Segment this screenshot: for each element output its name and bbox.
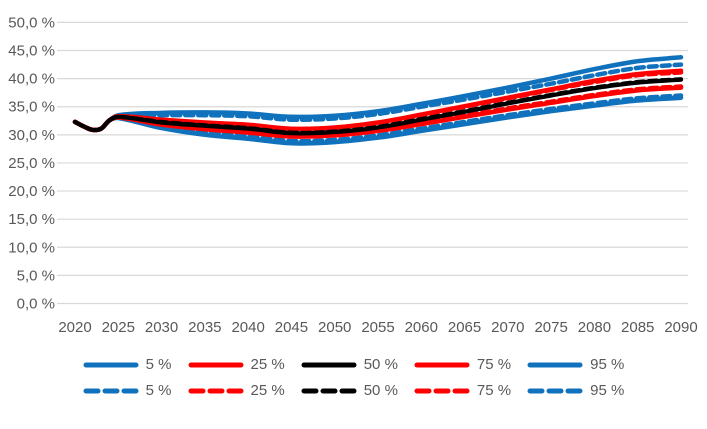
legend-label: 5 % bbox=[145, 382, 172, 399]
y-axis-tick-label: 45,0 % bbox=[8, 43, 55, 60]
x-axis-tick-label: 2020 bbox=[58, 319, 91, 336]
y-axis-tick-label: 5,0 % bbox=[17, 267, 55, 284]
x-axis-tick-label: 2050 bbox=[318, 319, 351, 336]
x-axis-tick-label: 2035 bbox=[188, 319, 221, 336]
x-axis-tick-label: 2055 bbox=[361, 319, 394, 336]
legend-solid-line-swatch bbox=[301, 362, 357, 367]
legend-solid-line-swatch bbox=[188, 362, 244, 367]
legend-label: 25 % bbox=[250, 356, 285, 373]
legend-dashed-line-swatch bbox=[83, 388, 139, 393]
legend-item-5%-solid: 5 % bbox=[83, 356, 172, 373]
legend-label: 95 % bbox=[590, 356, 625, 373]
y-axis-tick-label: 35,0 % bbox=[8, 99, 55, 116]
y-axis-tick-label: 0,0 % bbox=[17, 296, 55, 313]
legend-label: 5 % bbox=[145, 356, 172, 373]
legend-row-solid: 5 % 25 % 50 % 75 % 95 % bbox=[83, 356, 624, 373]
legend-item-95%-dashed: 95 % bbox=[527, 382, 624, 399]
y-axis-tick-label: 30,0 % bbox=[8, 127, 55, 144]
legend-dashed-line-swatch bbox=[527, 388, 583, 393]
legend-item-75%-dashed: 75 % bbox=[414, 382, 511, 399]
x-axis-tick-label: 2030 bbox=[145, 319, 178, 336]
legend-solid-line-swatch bbox=[527, 362, 583, 367]
legend-label: 75 % bbox=[476, 356, 512, 373]
x-axis-tick-label: 2080 bbox=[578, 319, 611, 336]
y-axis-tick-label: 10,0 % bbox=[8, 239, 55, 256]
legend-label: 95 % bbox=[590, 382, 625, 399]
x-axis-tick-label: 2065 bbox=[448, 319, 481, 336]
legend-item-5%-dashed: 5 % bbox=[83, 382, 172, 399]
legend-solid-line-swatch bbox=[414, 362, 470, 367]
legend-label: 75 % bbox=[476, 382, 512, 399]
fan-chart-plot: 0,0 % 5,0 % 10,0 % 15,0 % 20,0 % 25,0 % 30,0 %… bbox=[8, 14, 697, 336]
x-axis-tick-label: 2060 bbox=[405, 319, 438, 336]
x-axis-tick-label: 2070 bbox=[491, 319, 524, 336]
y-axis-tick-label: 20,0 % bbox=[8, 183, 55, 200]
legend-item-25%-dashed: 25 % bbox=[188, 382, 285, 399]
x-axis-tick-label: 2040 bbox=[231, 319, 264, 336]
legend-item-25%-solid: 25 % bbox=[188, 356, 285, 373]
legend-label: 25 % bbox=[250, 382, 285, 399]
legend-row-dashed: 5 % 25 % 50 % 75 % 95 % bbox=[83, 382, 624, 399]
x-axis-tick-label: 2085 bbox=[621, 319, 654, 336]
legend-item-95%-solid: 95 % bbox=[527, 356, 624, 373]
chart-legend: 5 % 25 % 50 % 75 % 95 % 5 % 25 % 50 % 75 % 95 % bbox=[0, 356, 707, 399]
series-line-50%-dashed bbox=[72, 77, 684, 135]
y-axis-tick-label: 15,0 % bbox=[8, 211, 55, 228]
legend-label: 50 % bbox=[363, 382, 398, 399]
y-axis-tick-label: 25,0 % bbox=[8, 155, 55, 172]
legend-item-75%-solid: 75 % bbox=[414, 356, 511, 373]
x-axis-tick-label: 2025 bbox=[102, 319, 135, 336]
legend-dashed-line-swatch bbox=[301, 388, 357, 393]
legend-dashed-line-swatch bbox=[414, 388, 470, 393]
x-axis-tick-label: 2075 bbox=[534, 319, 567, 336]
x-axis-tick-label: 2090 bbox=[664, 319, 697, 336]
legend-dashed-line-swatch bbox=[188, 388, 244, 393]
y-axis-tick-label: 50,0 % bbox=[8, 14, 55, 31]
legend-item-50%-solid: 50 % bbox=[301, 356, 398, 373]
legend-label: 50 % bbox=[363, 356, 398, 373]
x-axis-tick-label: 2045 bbox=[275, 319, 308, 336]
legend-solid-line-swatch bbox=[83, 362, 139, 367]
legend-item-50%-dashed: 50 % bbox=[301, 382, 398, 399]
y-axis-tick-label: 40,0 % bbox=[8, 71, 55, 88]
